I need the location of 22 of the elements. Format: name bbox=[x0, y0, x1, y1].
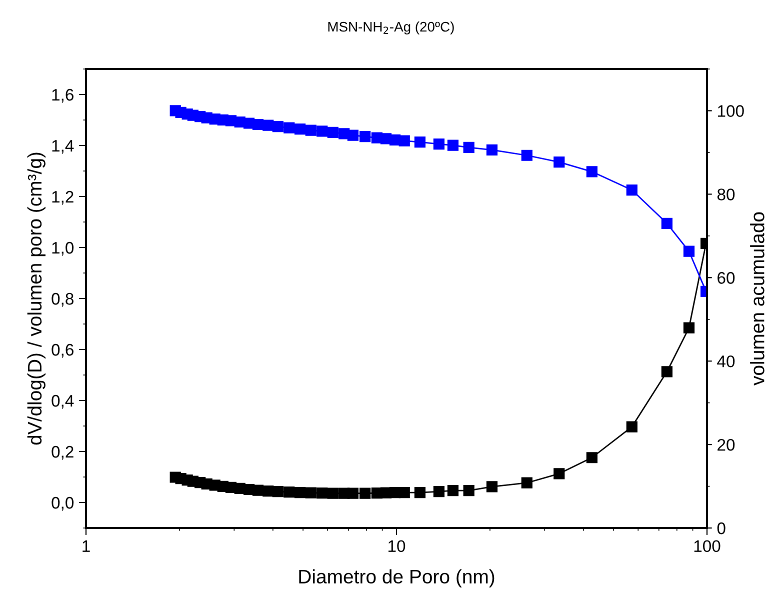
y2-axis-title: volumen acumulado bbox=[750, 212, 764, 386]
y-tick-label: 0,4 bbox=[52, 394, 74, 409]
y-tick-label: 1,0 bbox=[52, 242, 74, 256]
y2-tick-label: 20 bbox=[718, 438, 735, 451]
y2-tick-label: 0 bbox=[717, 522, 726, 534]
y-tick-label: 1,4 bbox=[52, 140, 74, 154]
y2-tick-label: 60 bbox=[718, 272, 735, 284]
y-tick-label: 0,8 bbox=[52, 292, 74, 307]
y2-tick-label: 100 bbox=[718, 105, 744, 117]
y2-tick-label: 40 bbox=[717, 355, 735, 368]
y-axis-title: dV/dlog(D) / volumen poro (cm³/g) bbox=[27, 152, 46, 445]
x-axis-title: Diametro de Poro (nm) bbox=[299, 569, 494, 588]
x-tick-label: 100 bbox=[694, 540, 720, 552]
y-tick-label: 0,6 bbox=[52, 344, 74, 358]
y2-tick-label: 80 bbox=[717, 188, 735, 200]
x-tick-label: 10 bbox=[388, 540, 406, 552]
chart-title: MSN-NH$_{2}$-Ag (20ºC) bbox=[328, 21, 454, 34]
y-tick-label: 1,2 bbox=[52, 190, 74, 205]
y-tick-label: 0,2 bbox=[52, 446, 74, 460]
y-tick-label: 0,0 bbox=[52, 496, 74, 511]
y-tick-label: 1,6 bbox=[52, 88, 74, 103]
x-tick-label: 1 bbox=[82, 540, 90, 552]
